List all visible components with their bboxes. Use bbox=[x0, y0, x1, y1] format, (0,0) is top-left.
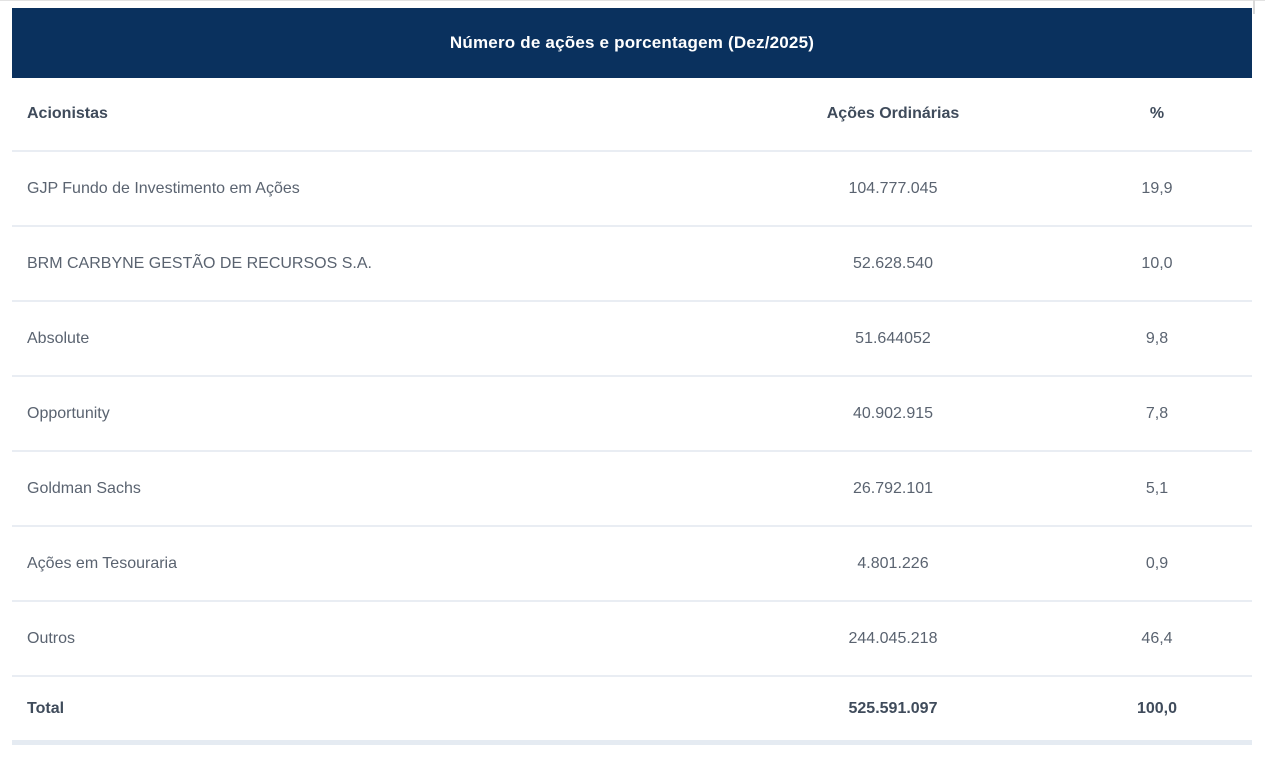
shares-cell: 40.902.915 bbox=[852, 404, 934, 422]
table-row: BRM CARBYNE GESTÃO DE RECURSOS S.A. 52.6… bbox=[12, 225, 1252, 300]
table-title-bar: Número de ações e porcentagem (Dez/2025) bbox=[12, 8, 1252, 78]
shareholder-name-cell: Outros bbox=[27, 629, 76, 647]
shareholder-name-cell: Ações em Tesouraria bbox=[27, 554, 177, 572]
shareholder-name-cell: GJP Fundo de Investimento em Ações bbox=[27, 179, 300, 197]
table-title: Número de ações e porcentagem (Dez/2025) bbox=[449, 33, 815, 52]
total-label-cell: Total bbox=[27, 699, 65, 717]
percent-cell: 9,8 bbox=[1145, 329, 1169, 347]
page-top-edge-line bbox=[0, 0, 1265, 1]
shares-cell: 52.628.540 bbox=[852, 254, 934, 272]
percent-cell: 46,4 bbox=[1141, 629, 1173, 647]
percent-cell: 0,9 bbox=[1145, 554, 1169, 572]
page-right-edge-line bbox=[1253, 0, 1255, 14]
table-row: Absolute 51.644052 9,8 bbox=[12, 300, 1252, 375]
table-row: Goldman Sachs 26.792.101 5,1 bbox=[12, 450, 1252, 525]
shareholder-name-cell: BRM CARBYNE GESTÃO DE RECURSOS S.A. bbox=[27, 254, 372, 272]
shareholders-table: Acionistas Ações Ordinárias % GJP Fundo … bbox=[12, 78, 1252, 745]
shareholder-name-cell: Goldman Sachs bbox=[27, 479, 141, 497]
column-header-percent: % bbox=[1149, 105, 1165, 122]
percent-cell: 5,1 bbox=[1145, 479, 1169, 497]
percent-cell: 19,9 bbox=[1141, 179, 1173, 197]
shares-cell: 244.045.218 bbox=[848, 629, 938, 647]
table-row: Ações em Tesouraria 4.801.226 0,9 bbox=[12, 525, 1252, 600]
shareholder-name-cell: Opportunity bbox=[27, 404, 110, 422]
table-row: Outros 244.045.218 46,4 bbox=[12, 600, 1252, 675]
shares-cell: 51.644052 bbox=[855, 329, 931, 347]
percent-cell: 10,0 bbox=[1141, 254, 1173, 272]
total-shares-cell: 525.591.097 bbox=[848, 699, 938, 717]
percent-cell: 7,8 bbox=[1145, 404, 1169, 422]
column-header-acoes-ordinarias: Ações Ordinárias bbox=[826, 105, 960, 122]
total-percent-cell: 100,0 bbox=[1136, 699, 1178, 717]
table-row: Opportunity 40.902.915 7,8 bbox=[12, 375, 1252, 450]
column-header-acionistas: Acionistas bbox=[27, 105, 108, 122]
shares-cell: 26.792.101 bbox=[852, 479, 934, 497]
shares-cell: 4.801.226 bbox=[857, 554, 929, 572]
shares-cell: 104.777.045 bbox=[848, 179, 938, 197]
table-header-row: Acionistas Ações Ordinárias % bbox=[12, 78, 1252, 150]
table-row: GJP Fundo de Investimento em Ações 104.7… bbox=[12, 150, 1252, 225]
shareholder-name-cell: Absolute bbox=[27, 329, 90, 347]
table-total-row: Total 525.591.097 100,0 bbox=[12, 675, 1252, 745]
